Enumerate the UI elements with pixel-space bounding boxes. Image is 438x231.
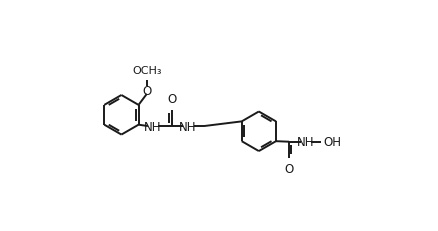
Text: NH: NH	[297, 136, 314, 149]
Text: O: O	[167, 93, 176, 106]
Text: OH: OH	[324, 136, 342, 149]
Text: OCH₃: OCH₃	[132, 66, 162, 76]
Text: O: O	[285, 162, 294, 175]
Text: O: O	[142, 85, 152, 98]
Text: NH: NH	[144, 120, 162, 133]
Text: NH: NH	[179, 120, 197, 133]
